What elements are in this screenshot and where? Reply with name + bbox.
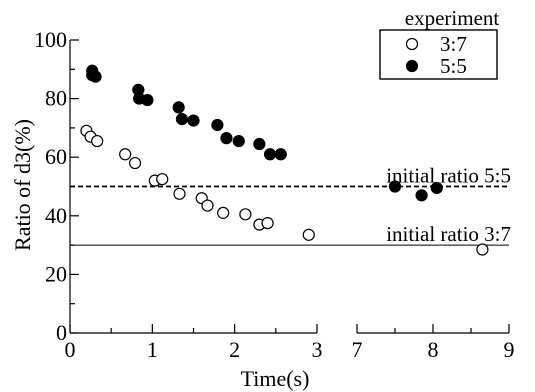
data-point-3-7 — [119, 148, 132, 161]
data-point-5-5 — [220, 132, 233, 145]
data-point-5-5 — [274, 148, 287, 161]
reference-lines: initial ratio 5:5 initial ratio 3:7 — [70, 164, 511, 246]
data-point-3-7 — [302, 228, 315, 241]
data-point-3-7 — [156, 173, 169, 186]
legend-marker — [405, 59, 419, 73]
legend-marker — [405, 37, 419, 51]
x-tick-label: 1 — [147, 337, 158, 362]
data-point-5-5 — [263, 148, 277, 161]
y-tick-label: 0 — [56, 320, 67, 345]
data-point-3-7 — [261, 217, 274, 230]
x-tick-label: 3 — [312, 337, 323, 362]
reference-line-label: initial ratio 3:7 — [386, 222, 511, 246]
axes: 0 20 40 60 80 100 0 1 2 3 7 8 9 — [34, 27, 515, 362]
legend-entry-label: 5:5 — [440, 54, 467, 78]
data-point-3-7 — [217, 206, 230, 219]
x-tick-label: 0 — [65, 337, 76, 362]
x-tick-label: 2 — [229, 337, 240, 362]
data-point-5-5 — [141, 93, 154, 107]
data-point-5-5 — [232, 134, 245, 148]
data-point-3-7 — [91, 134, 104, 148]
y-tick-label: 60 — [45, 144, 67, 169]
data-point-5-5 — [415, 189, 428, 202]
data-point-3-7 — [173, 187, 186, 200]
y-tick-label: 80 — [45, 86, 67, 111]
legend-title: experiment — [405, 6, 500, 30]
data-point-3-7 — [128, 156, 142, 170]
y-tick-label: 20 — [45, 261, 67, 286]
y-axis-label: Ratio of d3(%) — [10, 119, 35, 251]
data-point-5-5 — [89, 70, 102, 83]
x-tick-label: 9 — [504, 337, 515, 362]
data-point-3-7 — [476, 243, 489, 256]
data-point-5-5 — [430, 181, 443, 195]
data-point-5-5 — [175, 113, 189, 126]
x-tick-label: 8 — [428, 337, 439, 362]
y-tick-label: 100 — [34, 27, 67, 52]
data-points — [80, 64, 489, 256]
legend-box — [379, 29, 498, 80]
data-point-5-5 — [172, 101, 185, 114]
data-point-5-5 — [253, 137, 266, 151]
legend-entry-label: 3:7 — [440, 32, 467, 56]
y-tick-label: 40 — [45, 203, 67, 228]
reference-line-label: initial ratio 5:5 — [386, 164, 511, 188]
data-point-3-7 — [239, 208, 252, 221]
data-point-5-5 — [388, 180, 402, 193]
x-tick-label: 7 — [352, 337, 363, 362]
data-point-3-7 — [201, 199, 214, 212]
x-axis-label: Time(s) — [241, 366, 310, 391]
data-point-5-5 — [187, 114, 200, 127]
data-point-5-5 — [211, 118, 224, 132]
